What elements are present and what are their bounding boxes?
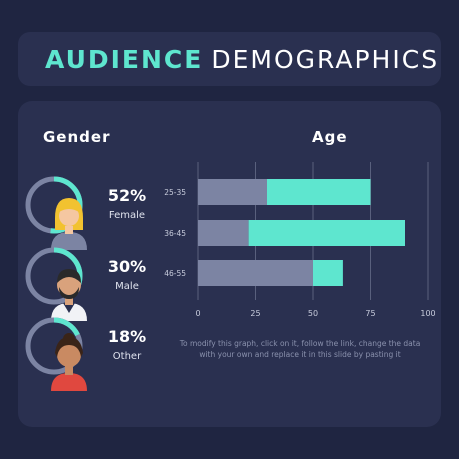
gender-row-male: 30% Male [24, 246, 174, 321]
bar-segment[interactable] [267, 179, 371, 205]
person-avatar-icon [39, 331, 87, 391]
other-ring [24, 316, 87, 391]
bar-segment[interactable] [198, 260, 313, 286]
bar-segment[interactable] [198, 220, 249, 246]
gender-heading: Gender [43, 128, 111, 146]
man-avatar-icon [39, 261, 87, 321]
x-tick-label: 100 [420, 309, 435, 318]
male-label: Male [115, 281, 139, 292]
x-tick-label: 50 [308, 309, 318, 318]
gender-row-other: 18% Other [24, 316, 174, 391]
woman-avatar-icon [39, 190, 87, 250]
age-heading: Age [312, 128, 348, 146]
ring-progress [25, 247, 83, 305]
title-card: AUDIENCE DEMOGRAPHICS [18, 32, 441, 86]
ring-progress [25, 317, 83, 375]
gender-row-female: 52% Female [24, 175, 174, 250]
bar-segment[interactable] [198, 179, 267, 205]
y-tick-label: 25-35 [164, 188, 186, 197]
y-tick-label: 36-45 [164, 229, 186, 238]
bar-segment[interactable] [313, 260, 343, 286]
slide-title: AUDIENCE DEMOGRAPHICS [45, 45, 439, 74]
male-ring [24, 246, 87, 321]
x-tick-label: 25 [250, 309, 260, 318]
x-tick-label: 0 [195, 309, 200, 318]
age-bar-chart[interactable]: 0 25 50 75 100 25-35 36-45 46-55 [156, 160, 441, 325]
bar-segment[interactable] [248, 220, 405, 246]
title-rest: DEMOGRAPHICS [211, 44, 440, 74]
male-ring-chart [25, 247, 83, 305]
female-percent: 52% [107, 186, 147, 205]
title-accent: AUDIENCE [45, 44, 204, 74]
female-label: Female [108, 210, 146, 221]
y-tick-label: 46-55 [164, 269, 186, 278]
other-label: Other [112, 351, 142, 362]
female-ring [24, 175, 87, 250]
chart-edit-note: To modify this graph, click on it, follo… [179, 339, 421, 359]
male-percent: 30% [107, 257, 147, 276]
other-percent: 18% [107, 327, 147, 346]
x-tick-label: 75 [365, 309, 375, 318]
